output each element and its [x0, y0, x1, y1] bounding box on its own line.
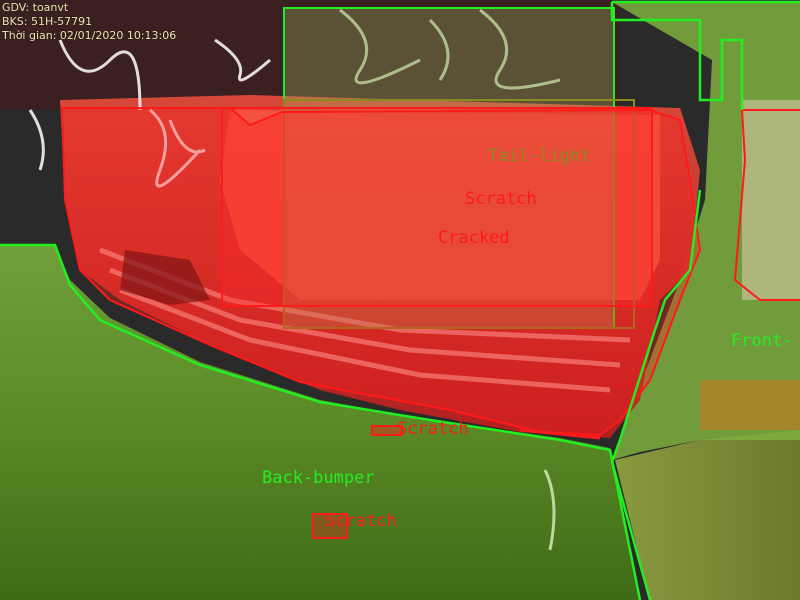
hud-license-plate: BKS: 51H-57791: [2, 15, 93, 28]
scratch-box-middle: [371, 425, 403, 436]
scratch-box-top: [221, 107, 653, 307]
label-scratch-middle: Scratch: [397, 419, 469, 439]
right-vertical-strip: [742, 100, 800, 300]
lamp-dark-shadow: [120, 250, 210, 305]
orange-reflector: [700, 380, 800, 430]
label-back-bumper: Back-bumper: [262, 468, 375, 488]
marker-scribbles: [28, 38, 271, 188]
hud-inspector: GDV: toanvt: [2, 1, 69, 14]
label-scratch-bottom: Scratch: [325, 511, 397, 531]
tail-light-box: [283, 7, 615, 329]
label-tail-light: Tail-light: [488, 146, 591, 166]
scratch-box-bottom: [312, 513, 348, 539]
right-side-panel: [615, 430, 800, 600]
scratch-line-middle: [519, 428, 601, 440]
label-cracked: Cracked: [438, 228, 510, 248]
green-scribbles: [339, 8, 561, 551]
right-red-outline: [733, 109, 800, 301]
cracked-region: [60, 107, 702, 437]
label-front: Front-: [731, 331, 793, 351]
hud-timestamp: Thời gian: 02/01/2020 10:13:06: [2, 29, 177, 42]
tail-light-inner-lens: [220, 110, 660, 300]
upper-dark-body: [0, 0, 620, 110]
label-scratch-top: Scratch: [465, 189, 537, 209]
back-bumper-outline: [0, 243, 642, 600]
rear-green-body-panel: [0, 245, 640, 600]
front-part-outline: [610, 0, 800, 600]
tail-light-inner-box: [283, 99, 635, 329]
